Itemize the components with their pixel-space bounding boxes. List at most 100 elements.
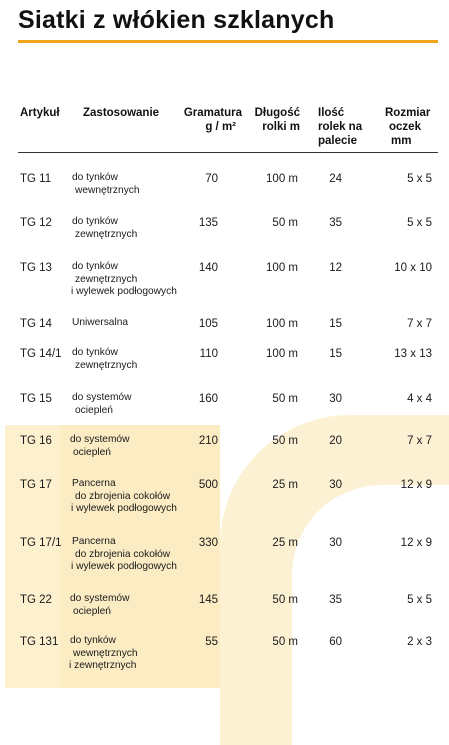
row-article: TG 14/1 (20, 348, 62, 360)
header-dlugosc: Długość rolki m (254, 107, 300, 133)
row-article: TG 17 (20, 479, 52, 491)
row-article: TG 22 (20, 594, 52, 606)
row-description-line: do tynków (72, 261, 118, 272)
row-mesh: 2 x 3 (407, 636, 432, 648)
row-description-line: ociepleń (75, 404, 113, 416)
row-gramatura: 105 (198, 318, 218, 330)
row-length: 50 m (272, 393, 298, 405)
row-article: TG 14 (20, 318, 52, 330)
row-description-line: i zewnętrznych (69, 660, 137, 671)
row-length: 50 m (272, 594, 298, 606)
row-quantity: 20 (329, 435, 342, 447)
row-length: 25 m (272, 537, 298, 549)
row-description: do tynków zewnętrznych i wylewek podłogowy… (71, 261, 177, 299)
row-description-line: zewnętrznych (75, 359, 138, 371)
row-description-line: i wylewek podłogowych (71, 286, 177, 297)
header-artykul: Artykuł (20, 107, 60, 119)
title-underline (18, 40, 438, 43)
header-divider (18, 152, 438, 153)
row-length: 100 m (266, 348, 298, 360)
row-quantity: 30 (329, 537, 342, 549)
row-mesh: 12 x 9 (400, 537, 432, 549)
row-mesh: 5 x 5 (407, 217, 432, 229)
row-description-line: zewnętrznych (75, 273, 138, 285)
row-quantity: 30 (329, 393, 342, 405)
row-gramatura: 160 (198, 393, 218, 405)
row-mesh: 7 x 7 (407, 435, 432, 447)
row-mesh: 7 x 7 (407, 318, 432, 330)
row-description-line: Pancerna (72, 536, 116, 547)
row-mesh: 5 x 5 (407, 173, 432, 185)
row-gramatura: 500 (198, 479, 218, 491)
row-mesh: 12 x 9 (400, 479, 432, 491)
row-quantity: 15 (329, 348, 342, 360)
row-quantity: 24 (329, 173, 342, 185)
row-gramatura: 55 (205, 636, 218, 648)
row-length: 100 m (266, 262, 298, 274)
row-description-line: zewnętrznych (75, 228, 138, 240)
watermark-g-shape (220, 415, 449, 745)
row-description: Pancerna do zbrojenia cokołów i wylewek po… (71, 478, 177, 516)
row-description-line: Pancerna (72, 478, 116, 489)
watermark-left-stem (60, 425, 220, 688)
row-length: 50 m (272, 435, 298, 447)
row-description-line: do zbrojenia cokołów (75, 548, 171, 560)
row-description: do systemów ociepleń (70, 593, 129, 618)
row-gramatura: 330 (198, 537, 218, 549)
row-article: TG 12 (20, 217, 52, 229)
row-length: 100 m (266, 173, 298, 185)
row-gramatura: 145 (198, 594, 218, 606)
row-gramatura: 70 (205, 173, 218, 185)
row-quantity: 12 (329, 262, 342, 274)
row-description: do tynków wewnętrznych i zewnętrznych (69, 635, 138, 673)
row-gramatura: 135 (198, 217, 218, 229)
row-length: 100 m (266, 318, 298, 330)
row-mesh: 4 x 4 (407, 393, 432, 405)
row-description-line: do tynków (70, 635, 116, 646)
header-rozmiar: Rozmiar oczek mm (385, 107, 431, 147)
row-description: Pancerna do zbrojenia cokołów i wylewek po… (71, 536, 177, 574)
row-description: Uniwersalna (72, 317, 128, 330)
row-description-line: do tynków (72, 216, 118, 227)
row-description: do systemów ociepleń (70, 434, 129, 459)
row-length: 50 m (272, 217, 298, 229)
row-length: 25 m (272, 479, 298, 491)
row-article: TG 11 (20, 173, 52, 185)
row-description-line: ociepleń (73, 605, 111, 617)
row-description: do systemów ociepleń (72, 392, 131, 417)
row-description-line: do tynków (72, 172, 118, 183)
row-article: TG 16 (20, 435, 52, 447)
row-description-line: do systemów (70, 593, 130, 604)
row-gramatura: 110 (199, 348, 218, 360)
row-description: do tynków zewnętrznych (72, 347, 137, 372)
row-description-line: i wylewek podłogowych (71, 503, 177, 514)
row-quantity: 15 (329, 318, 342, 330)
header-zastosowanie: Zastosowanie (83, 107, 160, 119)
row-quantity: 35 (329, 217, 342, 229)
row-description-line: do zbrojenia cokołów (75, 490, 171, 502)
row-mesh: 13 x 13 (394, 348, 432, 360)
row-description-line: ociepleń (73, 446, 111, 458)
row-description-line: do systemów (72, 392, 132, 403)
row-description-line: do systemów (70, 434, 130, 445)
row-description-line: do tynków (72, 347, 118, 358)
row-article: TG 17/1 (20, 537, 62, 549)
row-description-line: wewnętrznych (75, 184, 140, 196)
row-description: do tynków wewnętrznych (72, 172, 140, 197)
row-description-line: i wylewek podłogowych (71, 561, 177, 572)
row-quantity: 30 (329, 479, 342, 491)
row-quantity: 35 (329, 594, 342, 606)
row-length: 50 m (272, 636, 298, 648)
row-article: TG 131 (20, 636, 59, 648)
row-mesh: 5 x 5 (407, 594, 432, 606)
row-description-line: wewnętrznych (73, 647, 138, 659)
page-title: Siatki z włókien szklanych (18, 6, 335, 34)
row-article: TG 15 (20, 393, 52, 405)
row-gramatura: 140 (198, 262, 218, 274)
row-article: TG 13 (20, 262, 52, 274)
row-quantity: 60 (329, 636, 342, 648)
header-ilosc: Ilość rolek na palecie (318, 107, 363, 147)
row-description: do tynków zewnętrznych (72, 216, 137, 241)
row-description-line: Uniwersalna (72, 317, 129, 328)
row-mesh: 10 x 10 (394, 262, 432, 274)
